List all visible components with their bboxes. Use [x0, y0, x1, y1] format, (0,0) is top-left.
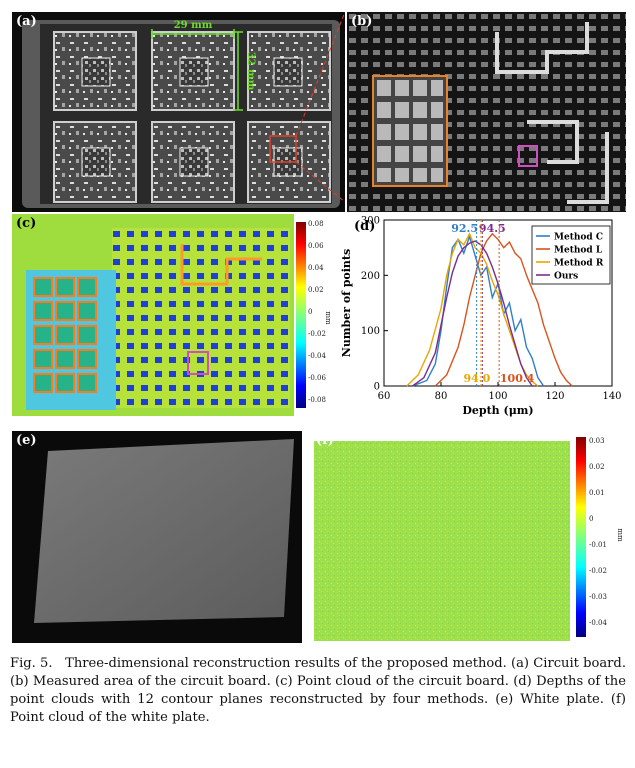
magenta-highlight-box: [518, 145, 538, 167]
x-tick-label: 80: [435, 391, 448, 402]
colorbar-tick: 0: [589, 515, 593, 523]
white-plate-image: [34, 439, 294, 623]
series-line-method-c: [412, 234, 545, 387]
panel-label-e: (e): [16, 433, 37, 448]
colorbar-tick: -0.02: [308, 330, 326, 338]
y-tick-label: 300: [361, 216, 380, 227]
y-tick-label: 200: [361, 271, 380, 282]
mean-annotation: 92.5: [451, 222, 478, 235]
panel-f-white-plate-point-cloud: 0.03 0.02 0.01 0 -0.01 -0.02 -0.03 -0.04…: [306, 431, 626, 643]
panel-label-c: (c): [16, 216, 37, 231]
panel-a-circuit-board: 29 mm 32 mm (a): [12, 12, 345, 212]
legend-entry: Method L: [554, 246, 603, 256]
legend-entry: Method R: [554, 259, 604, 269]
x-tick-label: 140: [602, 391, 621, 402]
measured-area-image: [347, 12, 626, 212]
legend-entry: Ours: [554, 272, 578, 282]
caption-text: Three-dimensional reconstruction results…: [10, 656, 626, 725]
colorbar-tick: 0: [308, 308, 312, 316]
x-tick-label: 120: [545, 391, 564, 402]
colorbar: [296, 222, 306, 408]
zoom-region-box: [269, 135, 297, 163]
figure-caption: Fig. 5. Three-dimensional reconstruction…: [10, 655, 626, 727]
colorbar-unit: mm: [324, 311, 330, 325]
panel-b-measured-area: (b): [347, 12, 626, 212]
colorbar-tick: -0.04: [308, 352, 326, 360]
colorbar-tick: -0.03: [589, 593, 607, 601]
x-tick-label: 60: [378, 391, 391, 402]
colorbar-tick: 0.02: [308, 286, 324, 294]
colorbar-tick: 0.06: [308, 242, 324, 250]
colorbar-unit: mm: [616, 528, 624, 542]
colorbar-tick: 0.03: [589, 437, 605, 445]
colorbar-tick: 0.04: [308, 264, 324, 272]
caption-figure-number: Fig. 5.: [10, 656, 53, 671]
y-tick-label: 0: [374, 382, 380, 393]
x-tick-label: 100: [488, 391, 507, 402]
height-annotation: 32 mm: [245, 52, 256, 91]
colorbar-tick: -0.08: [308, 396, 326, 404]
panel-c-point-cloud: 0.08 0.06 0.04 0.02 0 -0.02 -0.04 -0.06 …: [12, 214, 330, 416]
panel-e-white-plate: (e): [12, 431, 302, 643]
panel-label-a: (a): [16, 14, 37, 29]
width-annotation: 29 mm: [174, 20, 213, 31]
colorbar-tick: -0.01: [589, 541, 607, 549]
mean-annotation: 94.5: [479, 222, 506, 235]
colorbar-tick: -0.02: [589, 567, 607, 575]
series-line-ours: [412, 240, 533, 387]
y-axis-label: Number of points: [340, 249, 353, 357]
mean-annotation: 94.0: [464, 372, 491, 385]
orange-highlight-box: [372, 75, 448, 187]
colorbar-tick: -0.04: [589, 619, 607, 627]
legend-entry: Method C: [554, 233, 603, 243]
colorbar-tick: -0.06: [308, 374, 326, 382]
x-axis-label: Depth (μm): [462, 404, 533, 417]
mean-annotation: 100.4: [500, 372, 535, 385]
colorbar-tick: 0.01: [589, 489, 605, 497]
colorbar-tick: 0.08: [308, 220, 324, 228]
colorbar: [576, 437, 586, 637]
panel-d-depth-chart: 60 80 100 120 140 0 100 200 300 Depth (μm) Number …: [334, 214, 626, 430]
point-cloud-image: 0.08 0.06 0.04 0.02 0 -0.02 -0.04 -0.06 …: [12, 214, 330, 416]
panel-label-b: (b): [351, 14, 373, 29]
white-plate-point-cloud-image: 0.03 0.02 0.01 0 -0.01 -0.02 -0.03 -0.04…: [314, 437, 624, 641]
panel-label-f: (f): [316, 433, 334, 448]
y-tick-label: 100: [361, 326, 380, 337]
depth-chart: 60 80 100 120 140 0 100 200 300 Depth (μm) Number …: [340, 216, 622, 418]
colorbar-tick: 0.02: [589, 463, 605, 471]
panel-label-d: (d): [354, 219, 375, 234]
series-line-method-l: [434, 232, 573, 387]
circuit-board-image: 29 mm 32 mm: [22, 12, 345, 208]
